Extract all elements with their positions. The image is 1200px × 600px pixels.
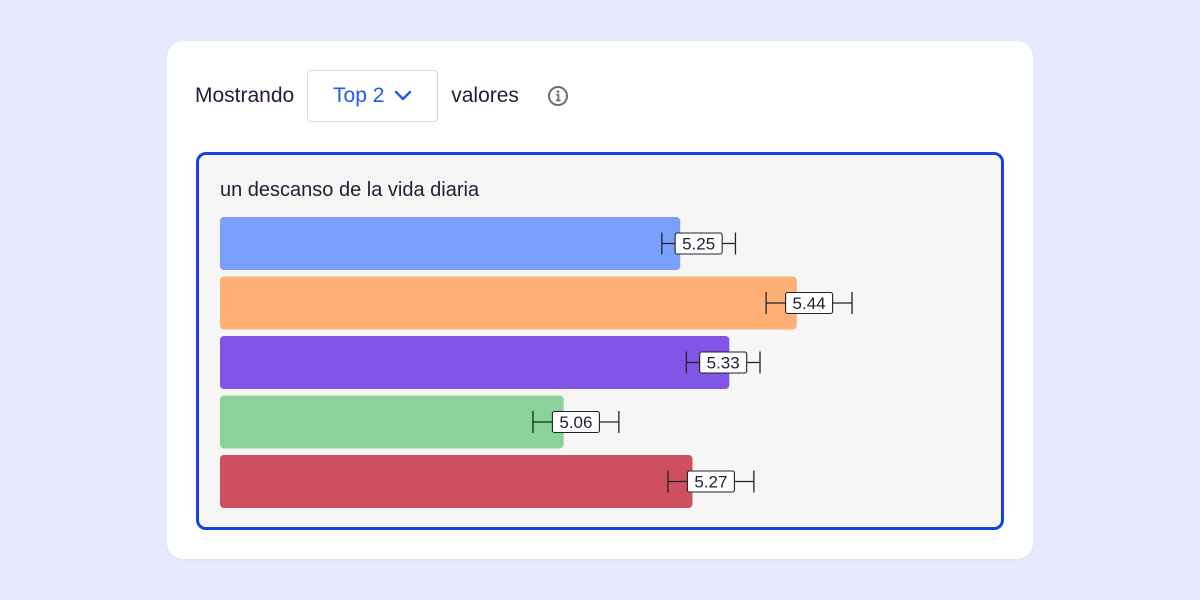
values-label: valores bbox=[451, 84, 519, 107]
value-label-box-3 bbox=[551, 410, 600, 434]
top-n-controls: Mostrando Top 2 valores bbox=[195, 69, 569, 123]
bar-4 bbox=[220, 455, 693, 508]
value-label-box-2 bbox=[699, 351, 748, 374]
chevron-down-icon bbox=[394, 90, 412, 102]
value-label-3: 5.06 bbox=[559, 413, 592, 432]
value-label-box-1 bbox=[785, 291, 834, 315]
bar-0 bbox=[220, 217, 681, 270]
top-n-select[interactable]: Top 2 bbox=[307, 70, 439, 122]
chart-card: Mostrando Top 2 valores un descanso de l… bbox=[167, 41, 1033, 559]
value-label-4: 5.27 bbox=[694, 473, 727, 492]
value-label-1: 5.44 bbox=[793, 294, 826, 313]
value-label-2: 5.33 bbox=[707, 354, 740, 373]
bar-2 bbox=[220, 336, 730, 389]
showing-label: Mostrando bbox=[195, 84, 295, 107]
value-label-0: 5.25 bbox=[682, 235, 715, 254]
bar-3 bbox=[220, 395, 564, 449]
info-icon[interactable] bbox=[547, 85, 569, 107]
value-label-box-4 bbox=[686, 470, 735, 493]
chart-title: un descanso de la vida diaria bbox=[220, 179, 480, 201]
chart-panel: un descanso de la vida diaria 5.25 5.44 5.… bbox=[196, 152, 1004, 530]
bar-1 bbox=[220, 276, 797, 330]
bar-chart: 5.25 5.44 5.33 5.06 5.27 bbox=[220, 217, 853, 508]
value-label-box-0 bbox=[674, 232, 723, 255]
top-n-select-value: Top 2 bbox=[333, 84, 385, 107]
